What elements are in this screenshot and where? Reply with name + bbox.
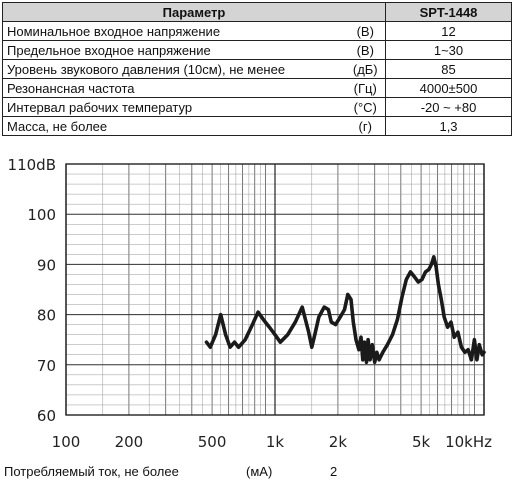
param-name: Резонансная частота: [2, 78, 346, 98]
param-value: 1,3: [385, 116, 513, 136]
table-row: Резонансная частота (Гц) 4000±500: [2, 78, 513, 98]
x-tick-label: 100: [52, 433, 81, 451]
current-label: Потребляемый ток, не более: [4, 464, 179, 479]
y-tick-label: 70: [37, 357, 56, 375]
param-value: -20 ~ +80: [385, 97, 513, 117]
spec-table-header: Параметр SPT-1448: [1, 2, 513, 22]
y-tick-label: 60: [37, 407, 56, 425]
x-tick-label: 10kHz: [445, 433, 492, 451]
param-unit: (дБ): [345, 59, 387, 79]
header-parameter: Параметр: [1, 2, 387, 22]
param-name: Предельное входное напряжение: [2, 40, 346, 60]
param-unit: (г): [345, 116, 387, 136]
param-value: 1~30: [385, 40, 513, 60]
y-tick-label: 110dB: [8, 156, 56, 174]
x-tick-label: 5k: [412, 433, 431, 451]
param-name: Интервал рабочих температур: [2, 97, 346, 117]
param-name: Номинальное входное напряжение: [2, 21, 346, 41]
param-name: Масса, не более: [2, 116, 346, 136]
param-unit: (В): [345, 40, 387, 60]
param-unit: (°C): [345, 97, 387, 117]
y-axis-labels: 60 70 80 90 100 110dB: [8, 156, 56, 425]
table-row: Предельное входное напряжение (В) 1~30: [2, 40, 513, 60]
y-tick-label: 90: [37, 256, 56, 274]
x-axis-labels: 100 200 500 1k 2k 5k 10kHz: [52, 433, 492, 451]
param-unit: (В): [345, 21, 387, 41]
series-group: [204, 255, 486, 365]
plot-frame: [65, 163, 485, 416]
current-unit: (мА): [246, 464, 273, 479]
table-row: Интервал рабочих температур (°C) -20 ~ +…: [2, 97, 513, 117]
param-name: Уровень звукового давления (10см), не ме…: [2, 59, 346, 79]
x-tick-label: 2k: [329, 433, 348, 451]
frequency-response-chart: 60 70 80 90 100 110dB 100 200 500 1k 2k 5k 10kHz: [8, 156, 493, 451]
x-tick-label: 500: [198, 433, 227, 451]
param-value: 4000±500: [385, 78, 513, 98]
x-tick-label: 200: [115, 433, 144, 451]
current-value: 2: [330, 464, 338, 479]
y-tick-label: 100: [27, 206, 56, 224]
header-model: SPT-1448: [385, 2, 513, 22]
table-row: Уровень звукового давления (10см), не ме…: [2, 59, 513, 79]
spec-table: Параметр SPT-1448 Номинальное входное на…: [1, 2, 513, 136]
param-unit: (Гц): [345, 78, 387, 98]
param-value: 12: [385, 21, 513, 41]
x-tick-label: 1k: [266, 433, 285, 451]
table-row: Номинальное входное напряжение (В) 12: [2, 21, 513, 41]
param-value: 85: [385, 59, 513, 79]
y-tick-label: 80: [37, 307, 56, 325]
spl-response-line: [204, 255, 486, 365]
table-row: Масса, не более (г) 1,3: [2, 116, 513, 136]
